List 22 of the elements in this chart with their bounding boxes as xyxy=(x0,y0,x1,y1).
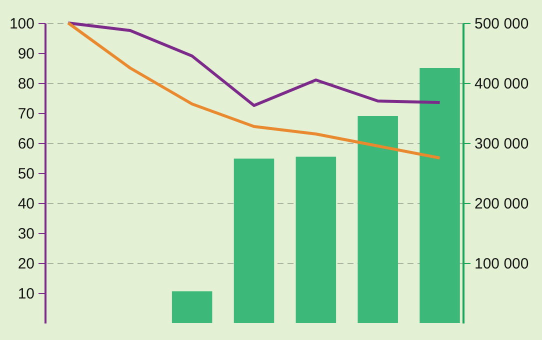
bar xyxy=(234,158,274,323)
y-tick-label: 60 xyxy=(18,136,34,152)
y2-tick-label: 100 000 xyxy=(474,256,529,272)
y-tick-label: 90 xyxy=(18,46,34,62)
y-tick-label: 80 xyxy=(18,76,34,92)
line-series xyxy=(66,22,442,107)
y2-tick-label: 200 000 xyxy=(474,196,529,212)
y2-tick-label: 300 000 xyxy=(474,136,529,152)
y-tick-label: 70 xyxy=(18,106,34,122)
bar xyxy=(420,68,460,323)
y-tick-label: 10 xyxy=(18,286,34,302)
y-tick-label: 100 xyxy=(9,16,34,32)
line-series xyxy=(66,22,442,160)
y2-tick-label: 400 000 xyxy=(474,76,529,92)
bar xyxy=(358,116,398,323)
y-tick-label: 20 xyxy=(18,256,34,272)
y-tick-label: 30 xyxy=(18,226,34,242)
y-tick-label: 40 xyxy=(18,196,34,212)
y-tick-label: 50 xyxy=(18,166,34,182)
bar xyxy=(296,156,336,323)
y2-tick-label: 500 000 xyxy=(474,16,529,32)
bar xyxy=(172,291,212,323)
